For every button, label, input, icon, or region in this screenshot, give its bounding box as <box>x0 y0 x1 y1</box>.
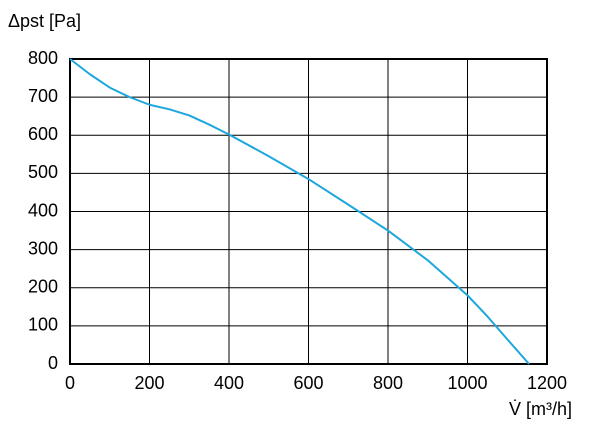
y-tick-label: 300 <box>28 238 58 258</box>
y-tick-label: 600 <box>28 124 58 144</box>
y-tick-label: 800 <box>28 48 58 68</box>
plot-frame <box>69 58 548 365</box>
curve <box>69 58 530 365</box>
x-tick-label: 1000 <box>447 373 487 393</box>
y-tick-label: 400 <box>28 200 58 220</box>
y-tick-label: 100 <box>28 315 58 335</box>
y-tick-label: 0 <box>48 353 58 373</box>
x-axis-label: V̇ [m³/h] <box>509 399 572 419</box>
x-tick-label: 200 <box>134 373 164 393</box>
y-tick-label: 500 <box>28 162 58 182</box>
x-tick-label: 1200 <box>527 373 567 393</box>
y-axis-label: Δpst [Pa] <box>8 11 81 31</box>
y-tick-label: 200 <box>28 277 58 297</box>
x-tick-label: 0 <box>65 373 75 393</box>
x-tick-label: 400 <box>214 373 244 393</box>
x-tick-label: 600 <box>293 373 323 393</box>
x-tick-label: 800 <box>373 373 403 393</box>
y-tick-label: 700 <box>28 86 58 106</box>
